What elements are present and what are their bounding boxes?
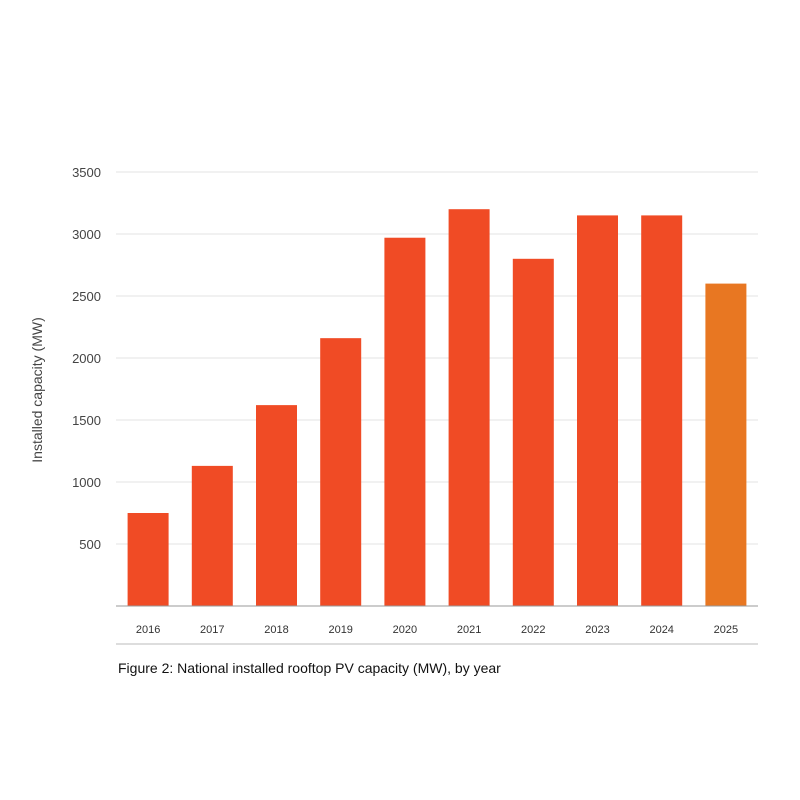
bar-2020 — [384, 237, 426, 606]
bar-2024 — [641, 215, 683, 606]
x-tick-label: 2018 — [264, 624, 288, 636]
x-tick-label: 2024 — [649, 624, 673, 636]
bar-2018 — [256, 405, 297, 606]
y-tick-label: 2000 — [72, 351, 101, 366]
bar-2016 — [127, 513, 169, 606]
y-axis-label: Installed capacity (MW) — [29, 317, 45, 462]
x-tick-label: 2020 — [393, 624, 417, 636]
x-tick-label: 2025 — [714, 624, 738, 636]
x-tick-label: 2021 — [457, 624, 481, 636]
bar-2025 — [705, 283, 747, 606]
y-tick-label: 500 — [79, 537, 101, 552]
y-tick-label: 3500 — [72, 165, 101, 180]
bar-2022 — [512, 258, 554, 606]
x-tick-label: 2016 — [136, 624, 160, 636]
bar-2021 — [448, 209, 490, 606]
x-tick-label: 2023 — [585, 624, 609, 636]
y-tick-label: 1500 — [72, 413, 101, 428]
y-tick-label: 3000 — [72, 227, 101, 242]
y-tick-label: 1000 — [72, 475, 101, 490]
x-tick-label: 2019 — [328, 624, 352, 636]
bar-2017 — [191, 465, 233, 606]
y-tick-label: 2500 — [72, 289, 101, 304]
figure-caption: Figure 2: National installed rooftop PV … — [118, 660, 501, 676]
bar-2023 — [577, 215, 618, 606]
x-tick-label: 2022 — [521, 624, 545, 636]
bar-2019 — [320, 338, 362, 606]
x-tick-label: 2017 — [200, 624, 224, 636]
